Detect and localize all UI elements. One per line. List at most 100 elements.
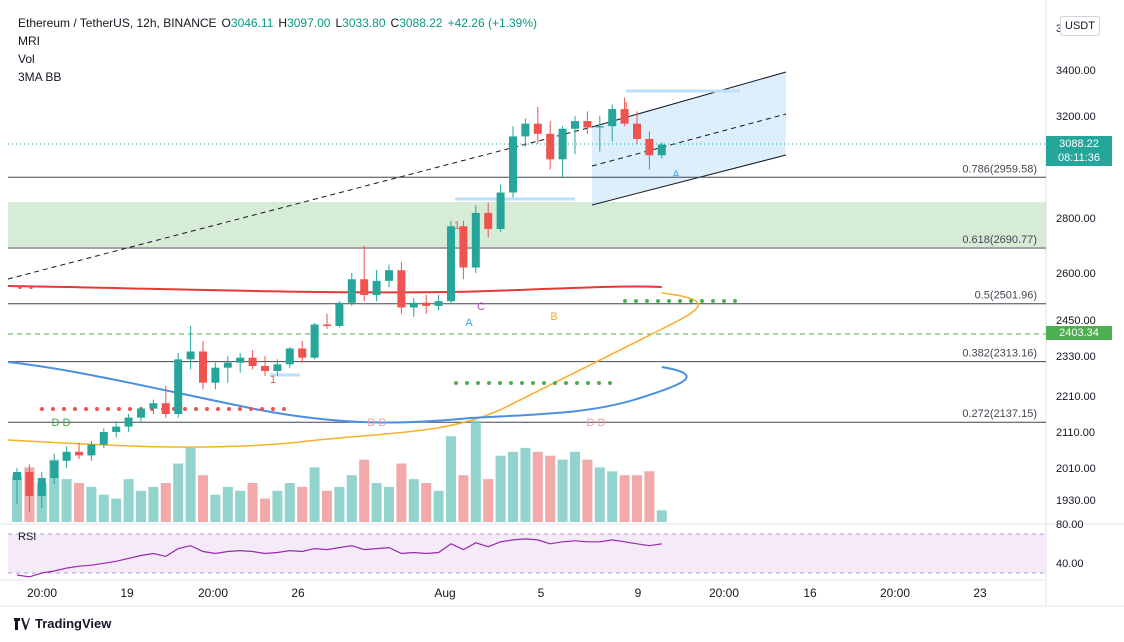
candle-body-46	[583, 121, 592, 128]
signal-dot-green	[634, 299, 638, 303]
signal-dot-red	[84, 407, 88, 411]
level-price-tag: 2403.34	[1046, 326, 1112, 340]
candle-body-20	[261, 366, 269, 371]
candle-body-35	[447, 226, 455, 302]
signal-dot-green	[597, 381, 601, 385]
volume-bar-44	[557, 459, 568, 522]
wave-annotation-2: C	[477, 301, 485, 313]
price-tick-2: 2800.00	[1056, 213, 1096, 225]
volume-bar-48	[607, 471, 618, 522]
wave-annotation-7: D D	[368, 417, 387, 429]
fib-label-2: 0.5(2501.96)	[975, 290, 1037, 302]
volume-bar-32	[408, 479, 419, 522]
signal-dot-red	[183, 407, 187, 411]
tradingview-logo-icon	[14, 617, 30, 630]
time-tick-5: 5	[538, 586, 545, 600]
volume-bar-19	[247, 483, 258, 522]
signal-dot-green	[542, 381, 546, 385]
time-tick-2: 20:00	[198, 586, 228, 600]
signal-dot-red	[117, 407, 121, 411]
signal-dot-red	[29, 285, 33, 289]
symbol-title[interactable]: Ethereum / TetherUS, 12h, BINANCE	[18, 16, 217, 30]
wave-annotation-1: A	[465, 317, 473, 329]
volume-bar-43	[545, 455, 556, 522]
volume-bar-37	[470, 420, 481, 522]
wave-annotation-8: D D	[587, 417, 606, 429]
price-tick-7: 2110.00	[1056, 427, 1095, 439]
volume-bar-31	[396, 463, 407, 522]
volume-bar-40	[508, 451, 518, 522]
candle-body-26	[335, 302, 344, 326]
fib-label-1: 0.618(2690.77)	[962, 234, 1037, 246]
signal-dot-green	[689, 299, 693, 303]
volume-bar-45	[570, 451, 580, 522]
wave-annotation-9: 1	[270, 374, 276, 386]
candle-body-51	[645, 138, 654, 156]
signal-dot-red	[40, 407, 44, 411]
bar-countdown: 08:11:36	[1057, 152, 1100, 164]
signal-dot-green	[465, 381, 469, 385]
candle-body-17	[223, 362, 232, 368]
candle-body-48	[608, 109, 617, 127]
signal-dot-red	[128, 407, 132, 411]
channel-mid-line	[591, 113, 787, 167]
volume-bar-47	[594, 467, 605, 522]
rsi-tick-1: 40.00	[1056, 558, 1084, 570]
candle-body-30	[385, 270, 393, 281]
high-label: H	[278, 16, 288, 30]
tradingview-brand[interactable]: TradingView	[14, 616, 111, 631]
candle-body-19	[248, 357, 257, 366]
candle-body-1	[25, 472, 34, 496]
indicator-3ma-bb[interactable]: 3MA BB	[18, 70, 62, 84]
volume-bar-52	[656, 510, 667, 522]
candle-body-44	[558, 128, 567, 160]
candle-body-13	[174, 359, 183, 414]
candle-body-36	[459, 226, 468, 268]
high-value: 3097.00	[287, 16, 331, 30]
signal-dot-green	[678, 299, 682, 303]
indicator-mri[interactable]: MRI	[18, 34, 40, 48]
indicator-vol[interactable]: Vol	[18, 52, 35, 66]
candle-body-40	[509, 136, 517, 193]
volume-bar-26	[334, 486, 345, 522]
candle-body-42	[533, 123, 542, 134]
volume-bar-23	[297, 486, 308, 522]
volume-bar-10	[136, 490, 146, 522]
candle-body-12	[161, 403, 170, 414]
signal-dot-green	[586, 381, 590, 385]
last-price-value: 3088.22	[1059, 138, 1099, 150]
signal-dot-green	[667, 299, 671, 303]
signal-dot-green	[575, 381, 579, 385]
volume-bar-42	[532, 451, 543, 522]
signal-dot-red	[205, 407, 209, 411]
volume-bar-12	[160, 483, 171, 522]
price-tick-4: 2450.00	[1056, 315, 1096, 327]
volume-bar-49	[619, 475, 630, 522]
ma-red-line	[7, 285, 662, 294]
signal-dot-green	[608, 381, 612, 385]
candle-body-5	[75, 451, 83, 456]
candle-body-23	[298, 348, 307, 358]
candle-body-4	[62, 451, 71, 461]
channel-fill	[592, 72, 786, 205]
volume-bar-4	[61, 479, 72, 522]
price-tick-9: 1930.00	[1056, 495, 1096, 507]
candle-body-37	[471, 212, 480, 268]
signal-dot-green	[454, 381, 458, 385]
candle-body-31	[397, 270, 406, 308]
signal-dot-red	[73, 407, 77, 411]
signal-dot-red	[216, 407, 220, 411]
volume-bar-13	[173, 463, 184, 522]
price-tick-1: 3200.00	[1056, 111, 1096, 123]
price-tick-8: 2010.00	[1056, 463, 1096, 475]
candle-body-22	[285, 348, 294, 365]
volume-bar-30	[384, 486, 394, 522]
open-value: 3046.11	[230, 16, 274, 30]
close-value: 3088.22	[399, 16, 443, 30]
currency-button[interactable]: USDT	[1060, 16, 1100, 36]
wave-annotation-0: 1	[454, 220, 460, 232]
price-tick-top: 3	[1056, 23, 1062, 35]
candle-body-38	[484, 212, 493, 229]
candle-body-11	[149, 403, 158, 409]
